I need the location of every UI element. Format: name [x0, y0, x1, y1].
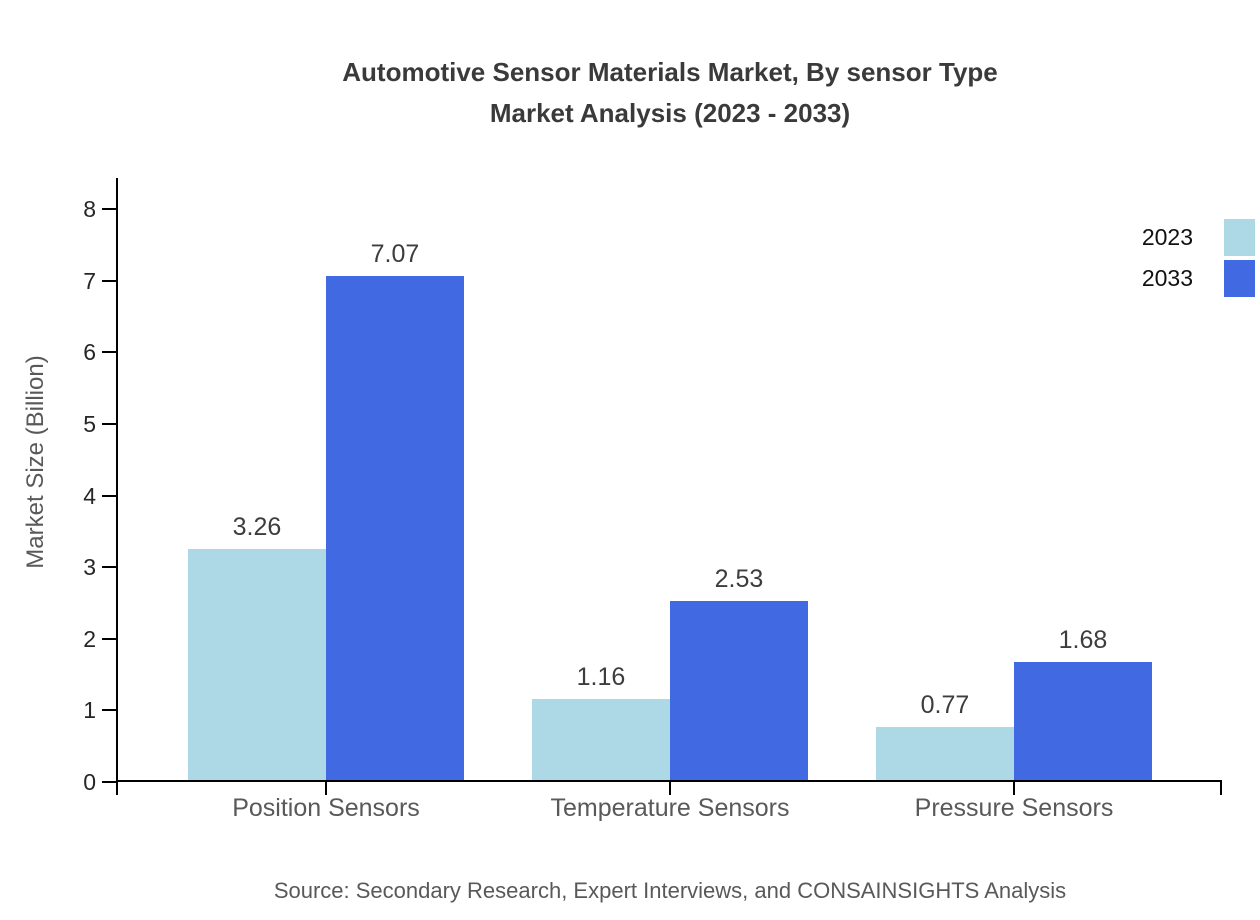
legend-swatch-2023	[1224, 219, 1255, 256]
y-axis-line	[116, 178, 118, 782]
x-axis-tick	[325, 782, 327, 795]
legend-swatch-2033	[1224, 260, 1255, 297]
chart-title-line-1: Automotive Sensor Materials Market, By s…	[342, 57, 998, 87]
y-axis-tick	[102, 351, 116, 354]
x-axis-category-label: Position Sensors	[232, 794, 420, 822]
y-axis-tick-label: 7	[83, 267, 96, 294]
y-axis-tick-label: 0	[83, 769, 96, 795]
bar-temperature-sensors-2023	[532, 698, 670, 780]
x-axis-end-tick	[1220, 782, 1222, 795]
y-axis-tick	[102, 781, 116, 783]
x-axis-category-label: Temperature Sensors	[550, 794, 790, 822]
legend-entry-2033: 2033	[1142, 260, 1255, 297]
legend: 2023 2033	[1142, 219, 1255, 301]
bar-pressure-sensors-2023	[876, 726, 1014, 780]
y-axis-tick-label: 8	[83, 196, 96, 223]
chart-title-line-2: Market Analysis (2023 - 2033)	[489, 98, 851, 128]
y-axis-tick-label: 4	[83, 482, 96, 509]
y-axis-tick-label: 2	[83, 625, 96, 652]
bar-position-sensors-2023	[188, 548, 326, 780]
bar-value-label: 3.26	[232, 512, 282, 541]
bar-value-label: 2.53	[714, 564, 764, 593]
y-axis-tick	[102, 709, 116, 712]
y-axis-tick-label: 5	[83, 411, 96, 437]
y-axis-tick	[102, 637, 116, 640]
chart-title: Automotive Sensor Materials Market, By s…	[80, 52, 1260, 134]
bar-value-label: 1.68	[1058, 625, 1108, 654]
y-axis-tick	[102, 566, 116, 569]
x-axis-line	[116, 780, 1222, 782]
legend-label-2033: 2033	[1141, 265, 1193, 291]
y-axis-tick-label: 6	[83, 339, 96, 366]
source-note: Source: Secondary Research, Expert Inter…	[273, 878, 1067, 903]
bar-position-sensors-2033	[326, 275, 464, 780]
x-axis-end-tick	[116, 782, 118, 795]
bar-temperature-sensors-2033	[670, 600, 808, 780]
y-axis-tick	[102, 279, 116, 282]
y-axis-tick-label: 1	[83, 697, 96, 724]
bar-value-label: 7.07	[370, 239, 420, 268]
legend-label-2023: 2023	[1141, 224, 1193, 250]
y-axis-tick-label: 3	[83, 554, 96, 581]
bar-value-label: 0.77	[920, 690, 970, 719]
bar-pressure-sensors-2033	[1014, 661, 1152, 780]
x-axis-tick	[669, 782, 671, 795]
y-axis-tick	[102, 494, 116, 497]
bar-value-label: 1.16	[576, 662, 626, 691]
legend-entry-2023: 2023	[1142, 219, 1255, 256]
x-axis-category-label: Pressure Sensors	[914, 794, 1114, 822]
y-axis-tick	[102, 423, 116, 425]
x-axis-tick	[1013, 782, 1015, 795]
y-axis-tick	[102, 208, 116, 211]
